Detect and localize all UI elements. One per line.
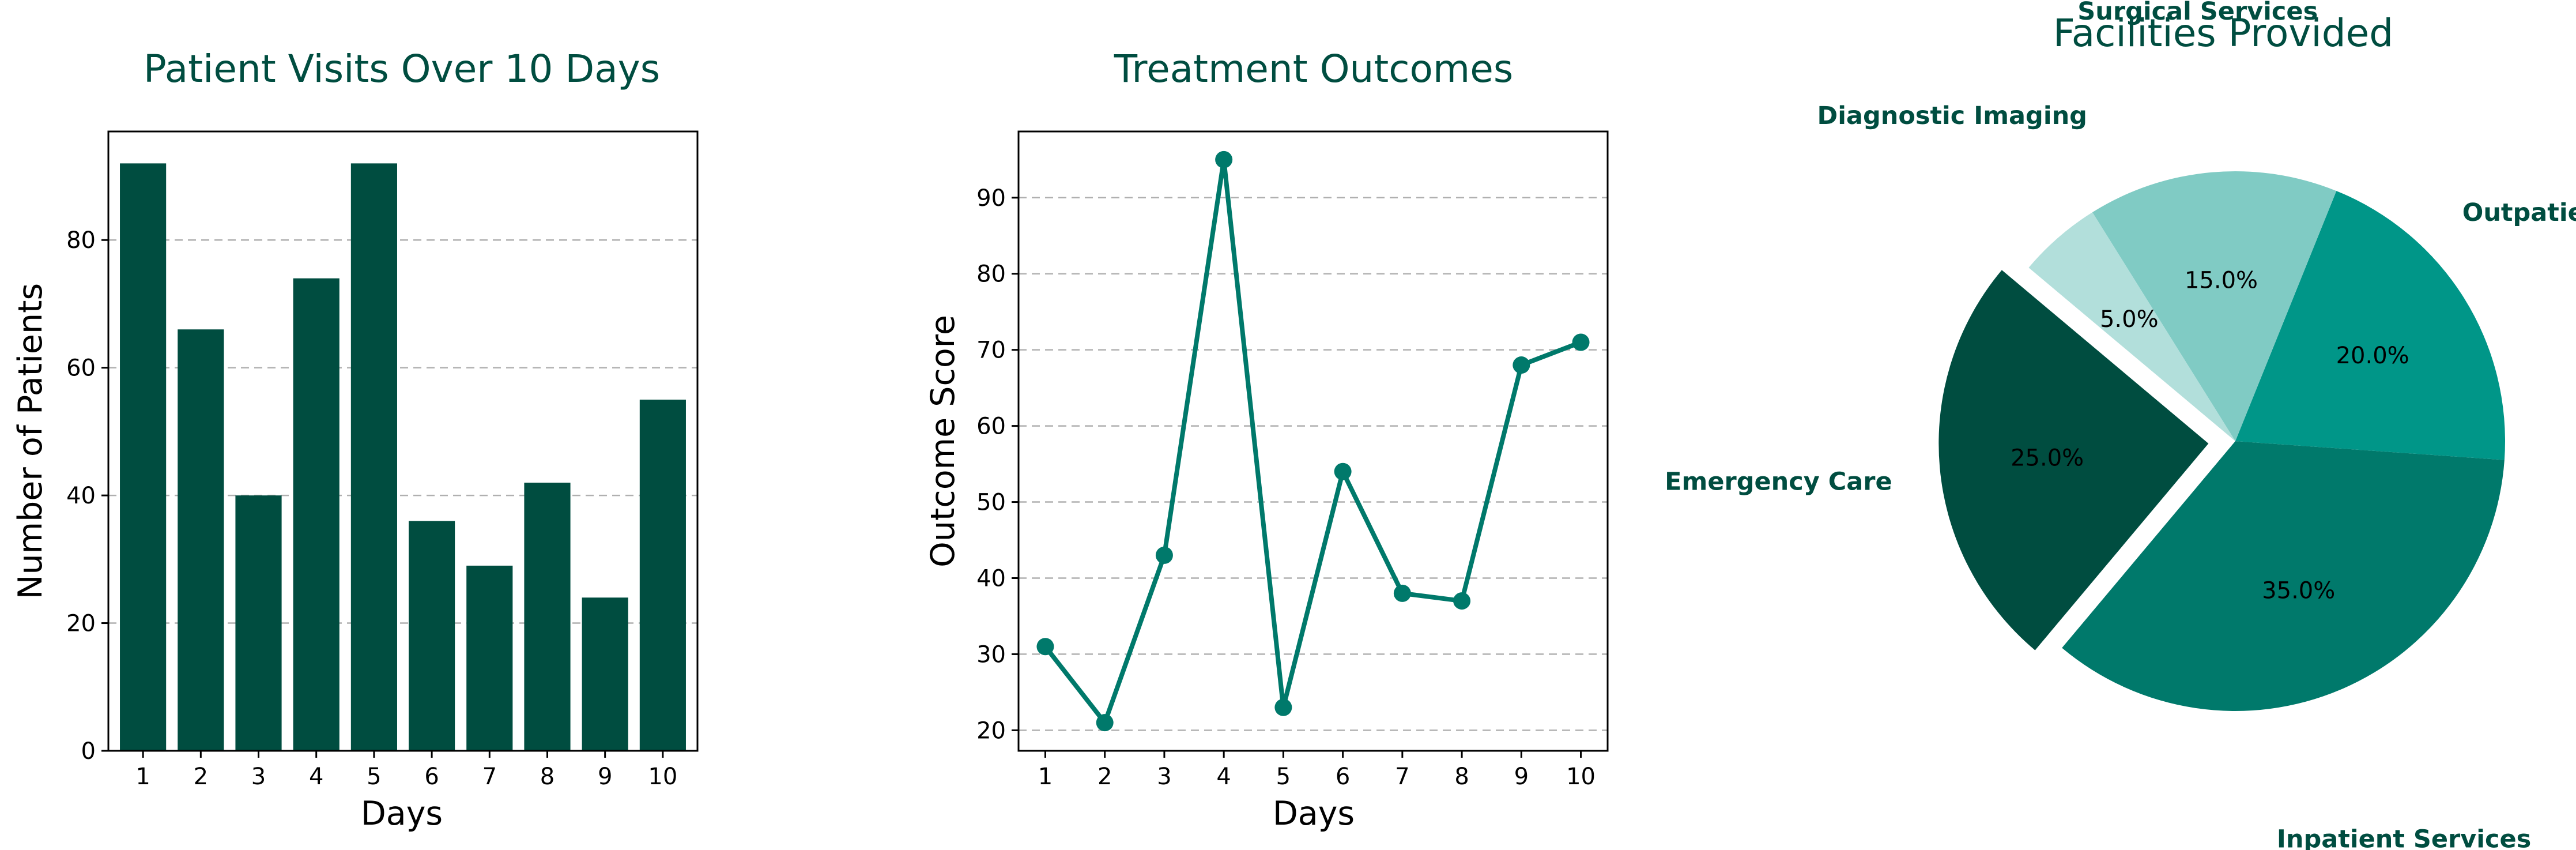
line-chart-x-tick-label: 9 — [1514, 764, 1529, 790]
line-chart-point — [1334, 462, 1352, 480]
bar-chart-y-tick-label: 0 — [81, 738, 96, 765]
line-chart-y-tick-label: 20 — [976, 717, 1006, 744]
bar-chart-y-tick-label: 80 — [66, 227, 96, 254]
line-chart-x-ticks: 1 2 3 4 5 6 7 8 9 10 — [1038, 751, 1596, 790]
pie-slice-percent-label: 15.0% — [2185, 267, 2258, 294]
pie-slice-percent-label: 20.0% — [2336, 343, 2409, 369]
bar-chart-y-tick-label: 60 — [66, 355, 96, 382]
bar-chart-bar — [293, 278, 340, 751]
pie-slice-category-label: Outpatient Services — [2462, 198, 2576, 227]
bar-chart-x-label: Days — [361, 795, 443, 833]
pie-chart-panel: Facilities Provided 25.0% Emergency Care 3… — [1665, 0, 2576, 850]
pie-slice — [2028, 212, 2235, 441]
line-chart-y-tick-label: 30 — [976, 641, 1006, 668]
line-chart-panel: Treatment Outcomes 1 2 3 4 5 6 7 8 9 10 20 30 40 50 6… — [924, 47, 1609, 833]
bar-chart-y-tick-label: 20 — [66, 611, 96, 637]
line-chart-point — [1572, 333, 1590, 351]
line-chart-point — [1215, 151, 1233, 168]
pie-slice — [2092, 171, 2337, 441]
pie-slice-percent-label: 35.0% — [2262, 577, 2335, 604]
pie-slice-category-label: Diagnostic Imaging — [1817, 101, 2087, 130]
line-chart-y-tick-label: 40 — [976, 565, 1006, 592]
line-chart-y-ticks: 20 30 40 50 60 70 80 90 — [976, 185, 1019, 744]
bar-chart-bar — [350, 163, 397, 751]
line-chart-points — [1036, 151, 1590, 732]
pie-slice-percent-label: 5.0% — [2100, 306, 2159, 333]
pie-chart-slices — [1938, 171, 2505, 711]
bar-chart-y-tick-label: 40 — [66, 483, 96, 509]
line-chart-x-tick-label: 3 — [1157, 764, 1171, 790]
bar-chart-x-tick-label: 4 — [309, 764, 323, 790]
line-chart-x-label: Days — [1273, 795, 1355, 833]
line-chart-point — [1393, 584, 1411, 602]
bar-chart-y-label: Number of Patients — [12, 283, 50, 599]
line-chart-point — [1096, 714, 1114, 732]
bar-chart-x-tick-label: 8 — [540, 764, 555, 790]
bar-chart-x-tick-label: 2 — [194, 764, 208, 790]
bar-chart-y-ticks: 0 20 40 60 80 — [66, 227, 108, 765]
bar-chart-x-ticks: 1 2 3 4 5 6 7 8 9 10 — [135, 751, 677, 790]
bar-chart-bar — [639, 400, 686, 751]
pie-chart-title: Facilities Provided — [2053, 11, 2393, 55]
line-chart-point — [1155, 546, 1173, 564]
bar-chart-x-tick-label: 6 — [424, 764, 439, 790]
pie-chart-labels: 25.0% Emergency Care 35.0% Inpatient Servic… — [1665, 0, 2576, 850]
pie-slice — [2235, 191, 2505, 460]
bar-chart-bar — [120, 163, 167, 751]
pie-slice — [2062, 441, 2505, 711]
pie-slice — [1938, 270, 2209, 650]
pie-slice-category-label: Inpatient Services — [2277, 825, 2531, 850]
line-chart-x-tick-label: 10 — [1566, 764, 1596, 790]
pie-slice-category-label: Emergency Care — [1665, 467, 1892, 496]
bar-chart-x-tick-label: 1 — [135, 764, 150, 790]
line-chart-series-line — [1043, 157, 1582, 725]
line-chart-point — [1274, 698, 1292, 716]
line-chart-y-tick-label: 80 — [976, 261, 1006, 288]
bar-chart-panel: Patient Visits Over 10 Days 1 2 3 4 5 6 7 8 9 10 … — [12, 47, 699, 833]
line-chart-y-label: Outcome Score — [924, 315, 962, 567]
line-chart-gridlines — [1019, 197, 1608, 731]
bar-chart-bar — [409, 521, 455, 751]
line-chart-y-tick-label: 50 — [976, 490, 1006, 516]
line-chart-title: Treatment Outcomes — [1114, 47, 1513, 91]
line-chart-x-tick-label: 8 — [1454, 764, 1469, 790]
bar-chart-bar — [582, 597, 628, 751]
bar-chart-title: Patient Visits Over 10 Days — [144, 47, 660, 91]
pie-slice-category-label: Surgical Services — [2077, 0, 2318, 26]
bar-chart-bar — [178, 329, 224, 751]
line-chart-y-tick-label: 60 — [976, 413, 1006, 440]
line-chart-x-tick-label: 1 — [1038, 764, 1053, 790]
pie-slice-percent-label: 25.0% — [2011, 445, 2084, 472]
bar-chart-x-tick-label: 3 — [251, 764, 266, 790]
bar-chart-x-tick-label: 9 — [598, 764, 612, 790]
line-chart-x-tick-label: 2 — [1097, 764, 1112, 790]
bar-chart-bar — [235, 495, 282, 751]
line-chart-y-tick-label: 90 — [976, 185, 1006, 212]
bar-chart-x-tick-label: 10 — [648, 764, 677, 790]
bar-chart-bar — [466, 565, 513, 751]
line-chart-point — [1513, 356, 1530, 374]
line-chart-x-tick-label: 5 — [1276, 764, 1291, 790]
bar-chart-x-tick-label: 5 — [367, 764, 381, 790]
line-chart-x-tick-label: 6 — [1336, 764, 1350, 790]
line-chart-x-tick-label: 7 — [1395, 764, 1409, 790]
line-chart-frame — [1017, 130, 1609, 752]
bar-chart-x-tick-label: 7 — [482, 764, 497, 790]
bar-chart-bars — [120, 163, 686, 751]
line-chart-y-tick-label: 70 — [976, 337, 1006, 364]
line-chart-point — [1453, 592, 1471, 610]
line-chart-x-tick-label: 4 — [1216, 764, 1231, 790]
line-chart-point — [1036, 638, 1054, 656]
bar-chart-frame — [107, 130, 699, 752]
bar-chart-bar — [524, 482, 571, 751]
